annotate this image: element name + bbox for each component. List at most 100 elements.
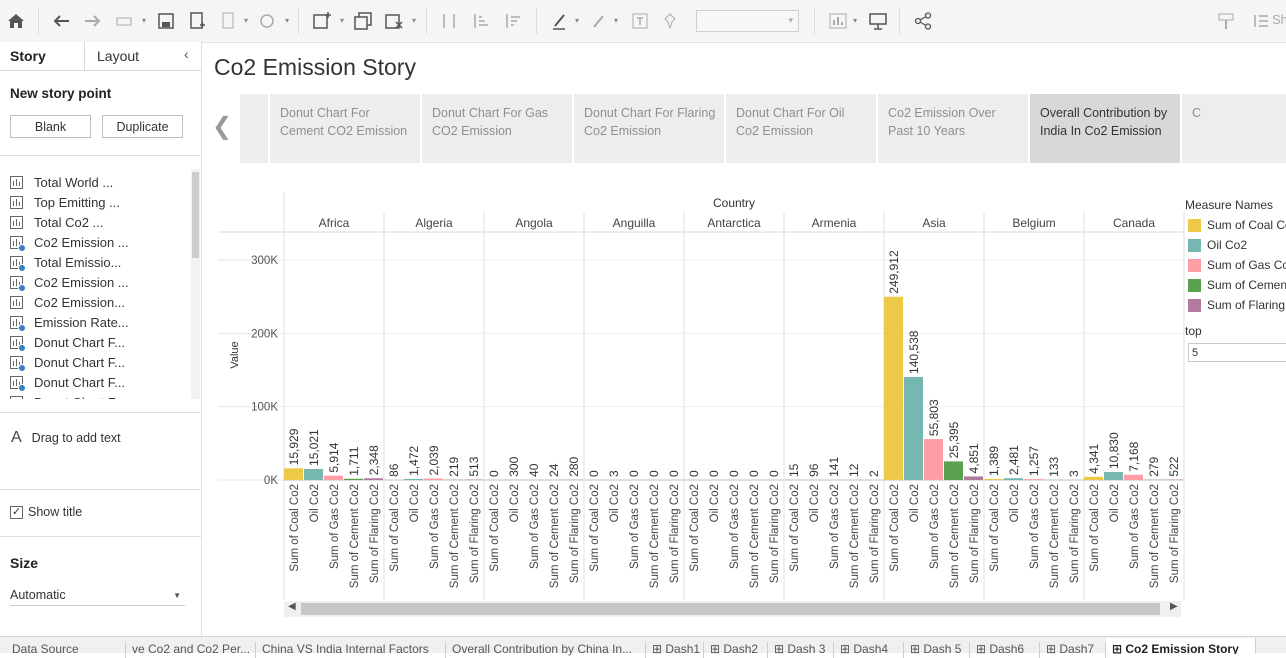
show-label[interactable]: Sh	[1272, 12, 1286, 27]
legend-item[interactable]: Sum of Gas Co2	[1188, 258, 1286, 272]
replay-icon[interactable]	[113, 10, 135, 32]
sheet-item[interactable]: Donut Chart F...	[10, 393, 125, 399]
chevron-down-icon[interactable]: ▾	[853, 16, 857, 25]
x-tick-label: Sum of Flaring Co2	[769, 484, 781, 583]
bar	[904, 377, 923, 480]
chart-scroll-thumb[interactable]	[301, 603, 1160, 615]
sheet-list-scroll-thumb[interactable]	[192, 172, 199, 258]
sort-asc-icon[interactable]	[470, 10, 492, 32]
sheet-item[interactable]: Co2 Emission...	[10, 293, 125, 311]
chevron-down-icon[interactable]: ▾	[614, 16, 618, 25]
bar	[944, 461, 963, 480]
story-point-caption[interactable]: Donut Chart for coal Co2 Emission	[240, 94, 268, 163]
sheet-tab[interactable]: ⊞ Dash 5	[904, 642, 970, 658]
highlight-icon[interactable]	[549, 10, 571, 32]
show-title-toggle[interactable]: ✓Show title	[10, 505, 82, 519]
fit-dropdown[interactable]: ▾	[696, 10, 799, 32]
sheet-tab[interactable]: ve Co2 and Co2 Per...	[126, 642, 256, 658]
pause-icon[interactable]	[217, 10, 239, 32]
scroll-right-icon[interactable]: ▶	[1170, 601, 1178, 612]
bar	[964, 476, 983, 480]
sheet-tab[interactable]: China VS India Internal Factors	[256, 642, 446, 658]
sheet-tab[interactable]: ⊞ Dash1	[646, 642, 704, 658]
attach-icon[interactable]	[587, 10, 609, 32]
story-point-caption[interactable]: C	[1182, 94, 1286, 163]
new-datasource-icon[interactable]	[186, 10, 208, 32]
chevron-down-icon[interactable]: ▾	[244, 16, 248, 25]
sheet-item[interactable]: Donut Chart F...	[10, 353, 125, 371]
legend-item[interactable]: Sum of Flaring Co2	[1188, 298, 1286, 312]
clear-icon[interactable]	[383, 10, 405, 32]
text-icon[interactable]	[629, 10, 651, 32]
sheet-item[interactable]: Emission Rate...	[10, 313, 129, 331]
tab-divider	[84, 42, 85, 70]
size-dropdown[interactable]: Automatic▼	[10, 585, 185, 606]
legend-item[interactable]: Sum of Cement Co2	[1188, 278, 1286, 292]
sheet-item[interactable]: Total Co2 ...	[10, 213, 103, 231]
duplicate-icon[interactable]	[352, 10, 374, 32]
divider	[0, 412, 201, 413]
x-tick-label: Sum of Flaring Co2	[569, 484, 581, 583]
story-point-caption[interactable]: Overall Contribution by India In Co2 Emi…	[1030, 94, 1180, 163]
tab-story[interactable]: Story	[10, 48, 46, 64]
story-point-caption[interactable]: Donut Chart For Gas CO2 Emission	[422, 94, 572, 163]
duplicate-button[interactable]: Duplicate	[102, 115, 183, 138]
home-icon[interactable]	[5, 10, 27, 32]
list-icon[interactable]	[1250, 10, 1272, 32]
x-tick-label: Oil Co2	[1109, 484, 1121, 522]
sheet-tab-label: ve Co2 and Co2 Per...	[132, 642, 250, 656]
sheet-item[interactable]: Top Emitting ...	[10, 193, 120, 211]
sheet-tab[interactable]: ⊞ Dash6	[970, 642, 1040, 658]
format-icon[interactable]	[1215, 10, 1237, 32]
chevron-down-icon[interactable]: ▾	[340, 16, 344, 25]
sort-desc-icon[interactable]	[502, 10, 524, 32]
scroll-left-icon[interactable]: ◀	[288, 601, 296, 612]
sheet-tab[interactable]: ⊞ Dash 3	[768, 642, 834, 658]
blank-button[interactable]: Blank	[10, 115, 91, 138]
x-tick-label: Sum of Cement Co2	[549, 484, 561, 588]
legend-item[interactable]: Sum of Coal Co2	[1188, 218, 1286, 232]
sheet-item[interactable]: Co2 Emission ...	[10, 233, 129, 251]
sheet-tab[interactable]: Overall Contribution by China In...	[446, 642, 646, 658]
checkbox-checked-icon[interactable]: ✓	[10, 506, 23, 519]
story-point-caption[interactable]: Co2 Emission Over Past 10 Years	[878, 94, 1028, 163]
sheet-tab[interactable]: Data Source	[6, 642, 126, 658]
story-point-caption[interactable]: Donut Chart For Cement CO2 Emission	[270, 94, 420, 163]
share-icon[interactable]	[912, 10, 934, 32]
sheet-bar-chart-icon	[10, 316, 23, 329]
chevron-down-icon[interactable]: ▾	[412, 16, 416, 25]
chevron-left-icon[interactable]: ❮	[212, 112, 232, 141]
data-label: 40	[527, 463, 541, 477]
show-me-icon[interactable]	[827, 10, 849, 32]
undo-icon[interactable]	[50, 10, 72, 32]
presentation-icon[interactable]	[867, 10, 889, 32]
sheet-item[interactable]: Co2 Emission ...	[10, 273, 129, 291]
refresh-icon[interactable]	[256, 10, 278, 32]
top-parameter-input[interactable]: 5	[1188, 343, 1286, 362]
chevron-down-icon[interactable]: ▾	[575, 16, 579, 25]
tab-layout[interactable]: Layout	[97, 48, 139, 64]
legend-item[interactable]: Oil Co2	[1188, 238, 1247, 252]
swap-icon[interactable]	[438, 10, 460, 32]
save-icon[interactable]	[155, 10, 177, 32]
pin-icon[interactable]	[659, 10, 681, 32]
data-label: 4,851	[967, 443, 981, 473]
sheet-tab[interactable]: ⊞ Dash7	[1040, 642, 1106, 658]
sheet-item[interactable]: Total World ...	[10, 173, 113, 191]
sheet-bar-chart-icon	[10, 276, 23, 289]
story-point-caption[interactable]: Donut Chart For Flaring Co2 Emission	[574, 94, 724, 163]
collapse-icon[interactable]: ‹	[184, 46, 189, 62]
sheet-item[interactable]: Total Emissio...	[10, 253, 121, 271]
new-worksheet-icon[interactable]	[311, 10, 333, 32]
sheet-tab[interactable]: ⊞ Dash4	[834, 642, 904, 658]
sheet-item[interactable]: Donut Chart F...	[10, 333, 125, 351]
data-label: 1,711	[347, 446, 361, 475]
sheet-tab[interactable]: ⊞ Dash2	[704, 642, 768, 658]
sheet-item[interactable]: Donut Chart F...	[10, 373, 125, 391]
chevron-down-icon[interactable]: ▾	[285, 16, 289, 25]
redo-icon[interactable]	[82, 10, 104, 32]
story-point-caption[interactable]: Donut Chart For Oil Co2 Emission	[726, 94, 876, 163]
chevron-down-icon[interactable]: ▾	[142, 16, 146, 25]
